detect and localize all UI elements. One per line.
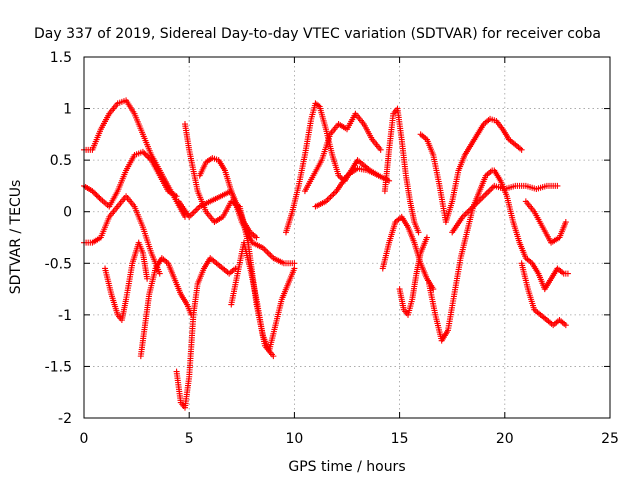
data-point-markers: [426, 167, 496, 344]
series-sat-l: [301, 110, 384, 195]
y-tick-label: 0.5: [50, 153, 72, 169]
data-point-markers: [396, 234, 430, 318]
data-point-markers: [228, 239, 298, 354]
series-sat-n: [381, 105, 422, 236]
series-sat-i: [196, 155, 260, 241]
y-tick-label: 1.5: [50, 50, 72, 66]
series-sat-s: [449, 182, 561, 236]
series-sat-f: [173, 255, 239, 411]
data-point-markers: [181, 121, 277, 360]
series-sat-e: [137, 255, 195, 360]
x-tick-label: 15: [391, 431, 409, 447]
tick-layer: 0 5 10 15 20 25 -2 -1.5 -1 -0.5 0 0.5 1 1.5: [45, 50, 619, 447]
data-point-markers: [518, 260, 569, 329]
data-point-markers: [381, 105, 422, 236]
series-sat-g: [181, 121, 277, 360]
series-sat-q: [417, 115, 525, 226]
y-tick-label: -2: [58, 411, 72, 427]
series-sat-c: [81, 193, 163, 277]
y-tick-label: -1: [58, 308, 72, 324]
data-point-markers: [102, 239, 151, 324]
y-tick-label: -0.5: [45, 256, 72, 272]
data-point-markers: [449, 182, 561, 236]
x-tick-label: 5: [185, 431, 194, 447]
x-tick-label: 25: [601, 431, 619, 447]
series-sat-k: [282, 100, 382, 236]
data-point-markers: [301, 110, 384, 195]
data-point-markers: [196, 155, 260, 241]
series-sat-v: [522, 198, 569, 246]
y-tick-label: -1.5: [45, 359, 72, 375]
series-sat-u: [518, 260, 569, 329]
x-tick-label: 10: [285, 431, 303, 447]
data-point-markers: [522, 198, 569, 246]
series-sat-p: [396, 234, 430, 318]
plot-frame: [83, 56, 611, 419]
y-tick-label: 0: [63, 205, 72, 221]
series-sat-m: [312, 165, 393, 210]
grid-layer: [84, 57, 610, 418]
series-sat-o: [379, 213, 437, 293]
data-point-markers: [491, 167, 571, 293]
x-tick-label: 0: [80, 431, 89, 447]
data-point-markers: [81, 193, 163, 277]
series-layer: [81, 97, 571, 411]
series-sat-t: [491, 167, 571, 293]
y-axis-label: SDTVAR / TECUs: [8, 180, 24, 295]
series-sat-j: [228, 239, 298, 354]
data-point-markers: [173, 255, 239, 411]
data-point-markers: [379, 213, 437, 293]
data-point-markers: [137, 255, 195, 360]
series-sat-d: [102, 239, 151, 324]
series-sat-r: [426, 167, 496, 344]
y-tick-label: 1: [63, 102, 72, 118]
data-point-markers: [312, 165, 393, 210]
data-point-markers: [282, 100, 382, 236]
x-axis-label: GPS time / hours: [288, 459, 405, 475]
chart-title: Day 337 of 2019, Sidereal Day-to-day VTE…: [34, 26, 601, 42]
data-point-markers: [417, 115, 525, 226]
x-tick-label: 20: [496, 431, 514, 447]
